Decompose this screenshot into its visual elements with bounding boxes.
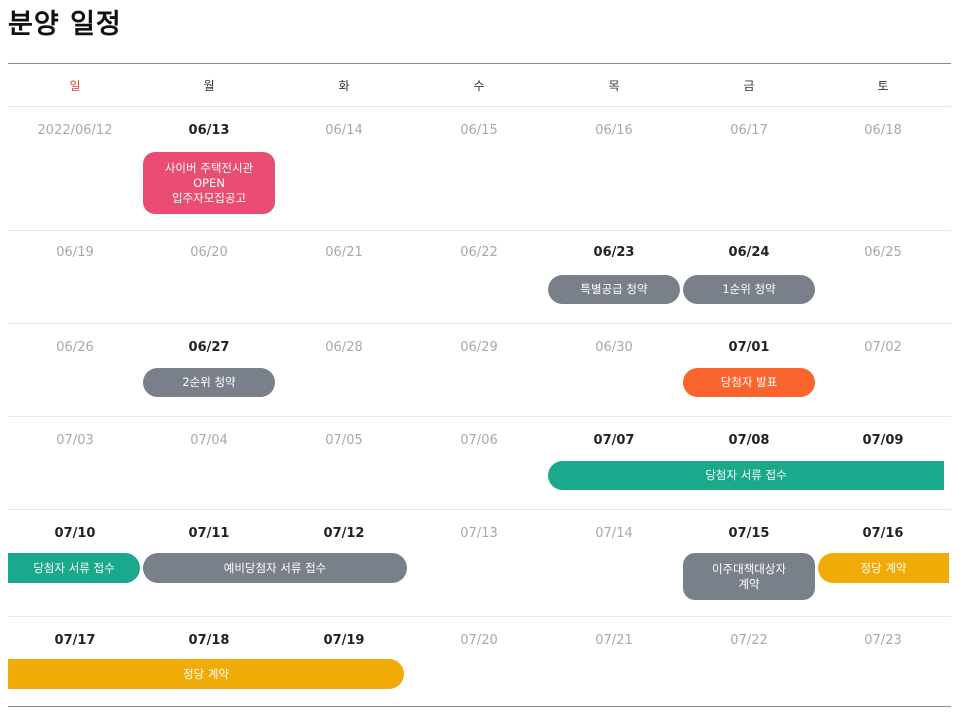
row-divider: [8, 616, 951, 617]
row-divider: [8, 106, 951, 107]
weekday-mon: 월: [203, 79, 215, 93]
date-cell[interactable]: 06/26: [56, 340, 94, 355]
event-special-supply[interactable]: 특별공급 청약: [548, 275, 680, 304]
date-cell[interactable]: 06/28: [325, 340, 363, 355]
date-cell[interactable]: 07/11: [188, 526, 230, 541]
event-first-rank[interactable]: 1순위 청약: [683, 275, 815, 304]
date-cell[interactable]: 06/16: [595, 123, 633, 138]
date-cell[interactable]: 07/19: [323, 633, 365, 648]
date-cell[interactable]: 07/13: [460, 526, 498, 541]
date-cell[interactable]: 07/16: [862, 526, 904, 541]
date-cell[interactable]: 07/22: [730, 633, 768, 648]
date-cell[interactable]: 06/27: [188, 340, 230, 355]
weekday-thu: 목: [608, 79, 620, 93]
date-cell[interactable]: 2022/06/12: [37, 123, 113, 138]
row-divider: [8, 416, 951, 417]
date-cell[interactable]: 06/17: [730, 123, 768, 138]
date-cell[interactable]: 07/18: [188, 633, 230, 648]
row-divider: [8, 509, 951, 510]
event-line: OPEN: [193, 175, 225, 190]
calendar-top-border: [8, 63, 951, 64]
date-cell[interactable]: 06/23: [593, 245, 635, 260]
event-relocation-contract[interactable]: 이주대책대상자 계약: [683, 553, 815, 600]
date-cell[interactable]: 06/29: [460, 340, 498, 355]
event-line: 이주대책대상자: [711, 561, 787, 576]
weekday-sat: 토: [877, 79, 889, 93]
event-line: 계약: [738, 576, 760, 591]
weekday-tue: 화: [338, 79, 350, 93]
date-cell[interactable]: 06/21: [325, 245, 363, 260]
date-cell[interactable]: 06/19: [56, 245, 94, 260]
event-line: 사이버 주택전시관: [164, 160, 254, 175]
date-cell[interactable]: 07/04: [190, 433, 228, 448]
calendar-bottom-border: [8, 706, 951, 707]
date-cell[interactable]: 07/21: [595, 633, 633, 648]
date-cell[interactable]: 07/06: [460, 433, 498, 448]
date-cell[interactable]: 07/02: [864, 340, 902, 355]
page-title: 분양 일정: [8, 9, 122, 40]
date-cell[interactable]: 06/24: [728, 245, 770, 260]
date-cell[interactable]: 06/22: [460, 245, 498, 260]
date-cell[interactable]: 07/07: [593, 433, 635, 448]
date-cell[interactable]: 06/30: [595, 340, 633, 355]
date-cell[interactable]: 07/03: [56, 433, 94, 448]
event-winner-docs-continued[interactable]: 당첨자 서류 접수: [8, 553, 140, 583]
date-cell[interactable]: 07/15: [728, 526, 770, 541]
event-regular-contract-continued[interactable]: 정당 계약: [8, 659, 404, 689]
date-cell[interactable]: 07/14: [595, 526, 633, 541]
event-cyber-open[interactable]: 사이버 주택전시관 OPEN 입주자모집공고: [143, 152, 275, 214]
date-cell[interactable]: 07/23: [864, 633, 902, 648]
date-cell[interactable]: 07/05: [325, 433, 363, 448]
event-line: 입주자모집공고: [171, 190, 247, 205]
date-cell[interactable]: 06/14: [325, 123, 363, 138]
row-divider: [8, 230, 951, 231]
date-cell[interactable]: 06/18: [864, 123, 902, 138]
date-cell[interactable]: 06/15: [460, 123, 498, 138]
date-cell[interactable]: 07/20: [460, 633, 498, 648]
event-reserve-docs[interactable]: 예비당첨자 서류 접수: [143, 553, 407, 583]
event-winner-docs[interactable]: 당첨자 서류 접수: [548, 461, 944, 490]
date-cell[interactable]: 06/13: [188, 123, 230, 138]
event-regular-contract[interactable]: 정당 계약: [818, 553, 949, 583]
event-second-rank[interactable]: 2순위 청약: [143, 368, 275, 397]
weekday-wed: 수: [473, 79, 485, 93]
date-cell[interactable]: 07/17: [54, 633, 96, 648]
date-cell[interactable]: 06/25: [864, 245, 902, 260]
date-cell[interactable]: 07/08: [728, 433, 770, 448]
date-cell[interactable]: 07/10: [54, 526, 96, 541]
date-cell[interactable]: 07/09: [862, 433, 904, 448]
event-winner-announce[interactable]: 당첨자 발표: [683, 368, 815, 397]
date-cell[interactable]: 07/12: [323, 526, 365, 541]
date-cell[interactable]: 06/20: [190, 245, 228, 260]
row-divider: [8, 323, 951, 324]
weekday-fri: 금: [743, 79, 755, 93]
date-cell[interactable]: 07/01: [728, 340, 770, 355]
weekday-sun: 일: [69, 79, 81, 93]
